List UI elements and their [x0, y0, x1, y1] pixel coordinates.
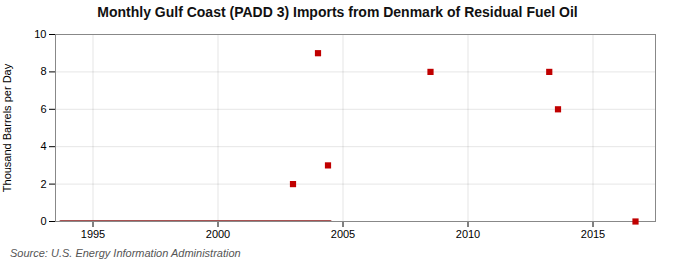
svg-text:Thousand Barrels per Day: Thousand Barrels per Day	[1, 63, 13, 192]
html-text:Source: U.S. Energy Informatio: Source: U.S. Energy Information Administ…	[10, 247, 241, 259]
svg-text:2005: 2005	[331, 228, 355, 240]
svg-text:2015: 2015	[581, 228, 605, 240]
svg-text:6: 6	[40, 103, 46, 115]
svg-text:8: 8	[40, 65, 46, 77]
svg-text:2: 2	[40, 178, 46, 190]
svg-text:10: 10	[34, 28, 46, 40]
svg-text:2000: 2000	[206, 228, 230, 240]
svg-text:0: 0	[40, 215, 46, 227]
svg-text:4: 4	[40, 140, 46, 152]
html-text:Monthly Gulf Coast (PADD 3) Im: Monthly Gulf Coast (PADD 3) Imports from…	[97, 4, 578, 20]
svg-text:2010: 2010	[456, 228, 480, 240]
svg-text:1995: 1995	[81, 228, 105, 240]
